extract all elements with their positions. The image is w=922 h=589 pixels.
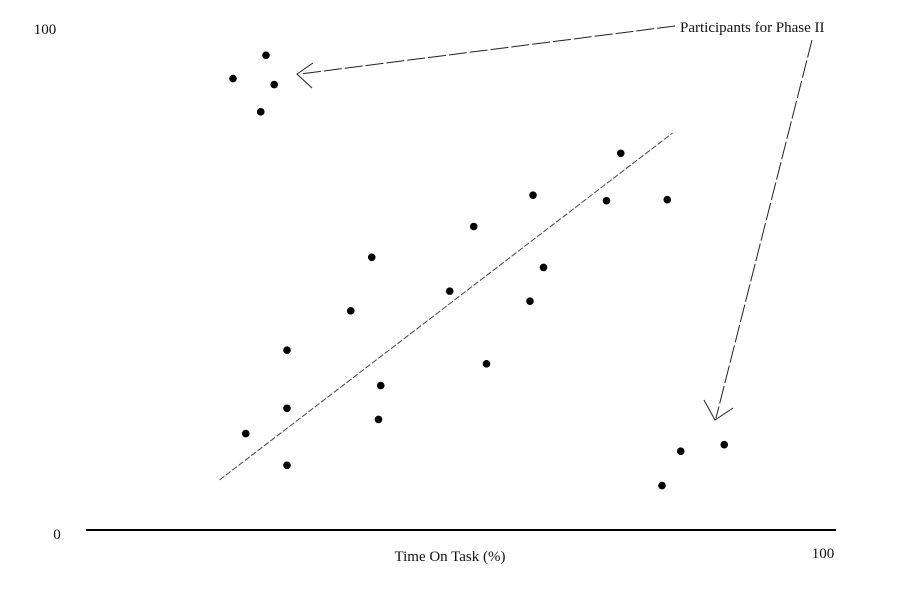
chart-marks	[219, 51, 729, 490]
data-point	[346, 307, 355, 315]
data-point	[676, 447, 685, 456]
data-point	[469, 222, 478, 231]
data-point	[482, 360, 491, 368]
data-point	[539, 263, 548, 272]
data-point	[283, 404, 291, 413]
arrow-to-lower-cluster	[703, 39, 813, 421]
data-point	[367, 253, 376, 262]
trend-line	[219, 132, 673, 481]
data-point	[270, 80, 279, 89]
data-point	[283, 346, 291, 355]
data-point	[663, 195, 672, 204]
data-point	[658, 481, 666, 490]
data-point	[445, 287, 454, 295]
phase-ii-annotation: Participants for Phase II	[680, 20, 825, 36]
data-point	[256, 108, 265, 116]
data-point	[720, 440, 729, 449]
y-tick-label-100: 100	[34, 22, 57, 38]
data-point	[229, 74, 237, 83]
data-point	[526, 297, 534, 306]
data-point	[241, 429, 250, 438]
y-tick-label-0: 0	[53, 527, 61, 543]
data-point	[376, 381, 385, 390]
data-point	[262, 51, 270, 60]
data-point	[529, 191, 537, 199]
x-tick-label-100: 100	[812, 546, 835, 562]
data-point	[616, 149, 625, 158]
arrow-to-upper-cluster	[296, 25, 676, 89]
data-point	[602, 196, 611, 205]
data-point	[283, 461, 291, 470]
data-point	[374, 415, 383, 424]
x-axis-label: Time On Task (%)	[394, 549, 505, 565]
